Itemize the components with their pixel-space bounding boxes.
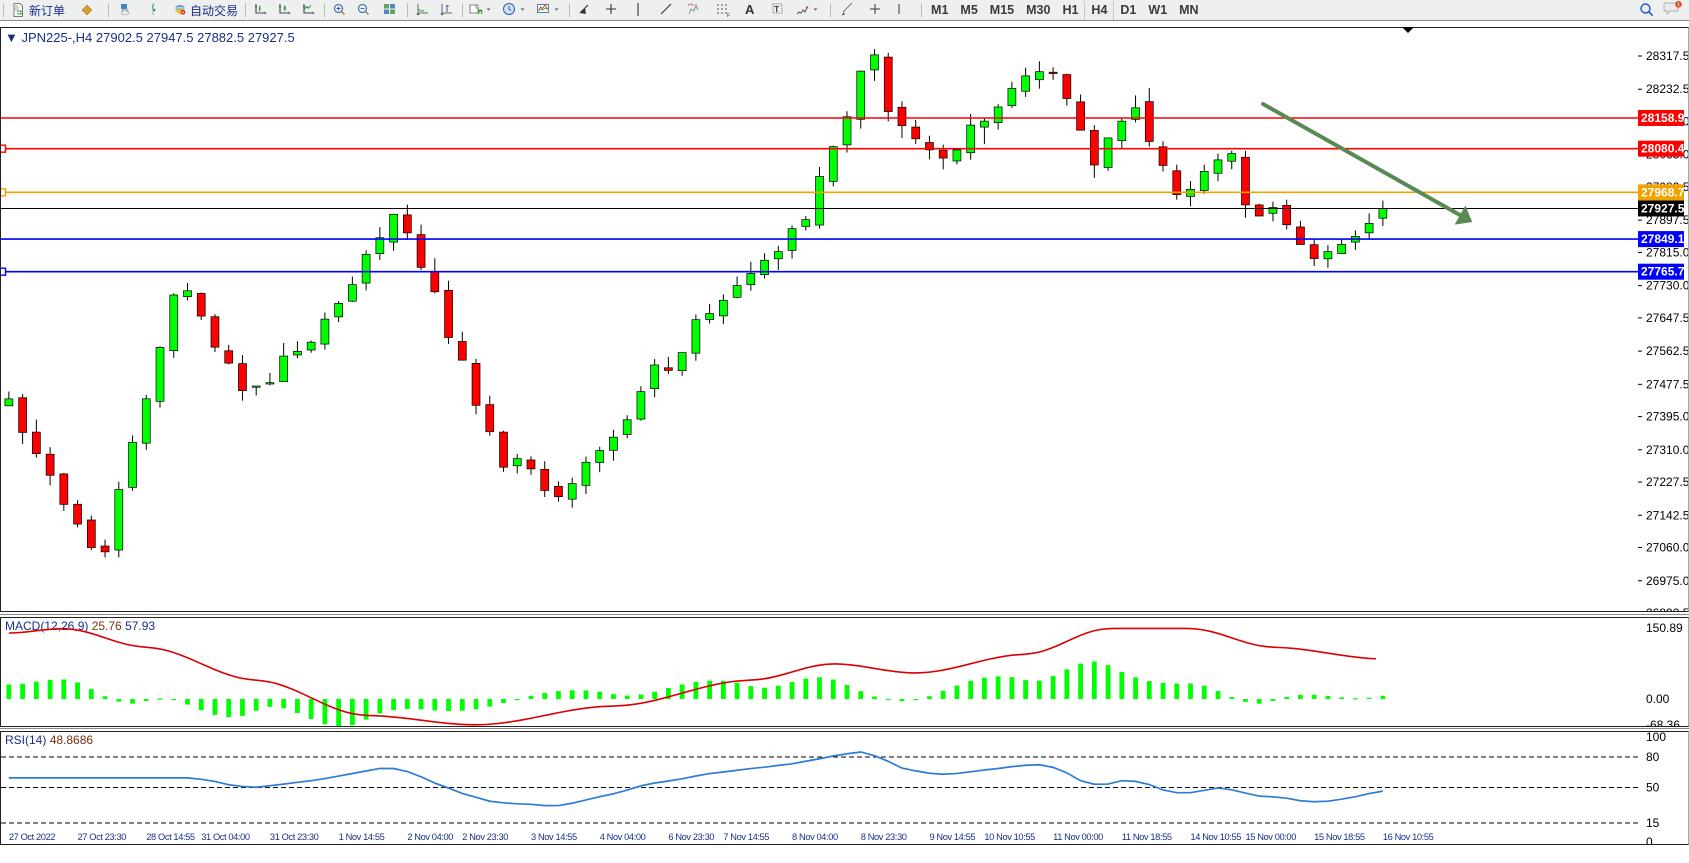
svg-text:28158.9: 28158.9 <box>1641 111 1685 125</box>
svg-text:1: 1 <box>1677 2 1680 7</box>
svg-text:27227.5: 27227.5 <box>1646 475 1689 489</box>
svg-text:80: 80 <box>1646 750 1660 764</box>
svg-text:-68.36: -68.36 <box>1646 718 1680 727</box>
svg-text:T: T <box>774 5 779 14</box>
svg-text:F: F <box>727 13 730 18</box>
svg-text:27927.5: 27927.5 <box>1641 201 1685 215</box>
svg-text:0.00: 0.00 <box>1646 692 1670 706</box>
svg-text:0: 0 <box>1646 835 1653 845</box>
svg-text:26975.0: 26975.0 <box>1646 574 1689 588</box>
svg-text:28080.4: 28080.4 <box>1641 142 1685 156</box>
svg-text:A: A <box>745 2 755 17</box>
svg-text:27968.7: 27968.7 <box>1641 185 1685 199</box>
svg-text:28232.5: 28232.5 <box>1646 82 1689 96</box>
svg-text:27395.0: 27395.0 <box>1646 410 1689 424</box>
svg-text:27477.5: 27477.5 <box>1646 377 1689 391</box>
svg-text:27060.0: 27060.0 <box>1646 541 1689 555</box>
svg-text:150.89: 150.89 <box>1646 621 1683 635</box>
svg-text:27849.1: 27849.1 <box>1641 232 1685 246</box>
svg-text:15: 15 <box>1646 816 1660 830</box>
svg-text:27815.0: 27815.0 <box>1646 245 1689 259</box>
svg-text:26892.5: 26892.5 <box>1646 606 1689 612</box>
svg-text:27310.0: 27310.0 <box>1646 443 1689 457</box>
svg-text:27647.5: 27647.5 <box>1646 311 1689 325</box>
svg-text:50: 50 <box>1646 780 1660 794</box>
svg-text:28317.5: 28317.5 <box>1646 49 1689 63</box>
svg-text:27142.5: 27142.5 <box>1646 508 1689 522</box>
svg-text:27562.5: 27562.5 <box>1646 344 1689 358</box>
svg-text:27765.7: 27765.7 <box>1641 265 1685 279</box>
svg-text:27730.0: 27730.0 <box>1646 279 1689 293</box>
svg-text:100: 100 <box>1646 732 1666 744</box>
